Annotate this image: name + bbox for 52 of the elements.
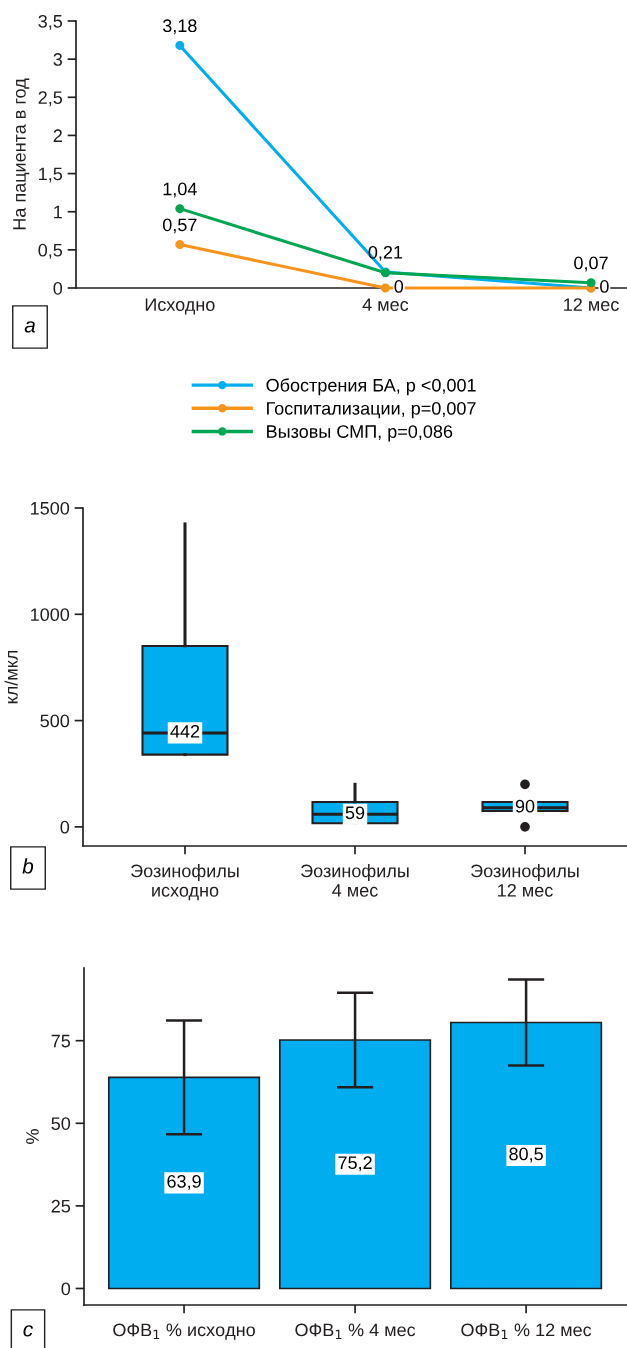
y-tick-label: 25 — [51, 1199, 71, 1213]
x-tick-label: 12 мес — [564, 298, 619, 311]
point — [175, 204, 185, 214]
y-tick-label: 0 — [53, 281, 63, 295]
legend-label: Госпитализации, p=0,007 — [267, 401, 476, 419]
data-label: 75,2 — [338, 1156, 372, 1172]
y-tick-label: 1500 — [31, 501, 70, 515]
y-tick-label: 2 — [53, 129, 62, 142]
y-tick-label: 1000 — [31, 608, 70, 622]
data-label: 0 — [600, 280, 609, 293]
x-tick-label: Эозинофилы исходно — [131, 864, 239, 901]
text: c — [23, 1325, 33, 1337]
y-tick-label: 0 — [61, 1282, 71, 1296]
y-tick-label: 1 — [54, 205, 62, 219]
y-tick-label: 500 — [40, 714, 70, 728]
point — [586, 278, 596, 288]
x-tick-label: 4 мес — [362, 298, 409, 311]
y-tick-label: 50 — [51, 1117, 71, 1130]
y-axis-title: кл/мкл — [4, 650, 18, 704]
x-tick-label: ОФВ$_{1}$ % 12 мес — [461, 1323, 592, 1340]
y-axis-title: % — [26, 1129, 39, 1144]
y-tick-label: 1,5 — [39, 167, 63, 183]
text: a — [24, 321, 36, 333]
data-label: 1,04 — [163, 182, 197, 198]
data-label: 80,5 — [509, 1147, 543, 1163]
text: 59 — [345, 806, 365, 820]
data-label: 63,9 — [167, 1174, 201, 1190]
point — [175, 240, 185, 250]
text: 90 — [515, 799, 535, 813]
x-tick-label: ОФВ$_{1}$ % 4 мес — [295, 1323, 416, 1340]
data-label: 3,18 — [162, 19, 197, 35]
x-tick-label: Эозинофилы 4 мес — [301, 864, 409, 897]
text: 442 — [170, 724, 200, 738]
data-label: 0,07 — [574, 256, 608, 272]
text: b — [22, 858, 34, 874]
legend-label: Вызовы СМП, p=0,086 — [267, 425, 453, 442]
y-tick-label: 0,5 — [38, 243, 63, 259]
legend-label: Обострения БА, p <0,001 — [266, 378, 476, 396]
y-axis-title: На пациента в год — [13, 78, 30, 230]
x-tick-label: ОФВ$_{1}$ % исходно — [113, 1323, 255, 1340]
x-tick-label: Эозинофилы 12 мес — [471, 864, 579, 897]
data-label: 0 — [394, 280, 404, 293]
y-tick-label: 3 — [53, 53, 63, 66]
x-tick-label: Исходно — [145, 298, 215, 315]
y-tick-label: 2,5 — [38, 91, 63, 107]
data-label: 0,21 — [368, 245, 403, 261]
y-tick-label: 75 — [51, 1034, 71, 1048]
y-tick-label: 0 — [60, 820, 70, 834]
y-tick-label: 3,5 — [38, 14, 63, 30]
point — [175, 40, 185, 50]
point — [380, 283, 390, 293]
data-label: 0,57 — [162, 218, 197, 234]
